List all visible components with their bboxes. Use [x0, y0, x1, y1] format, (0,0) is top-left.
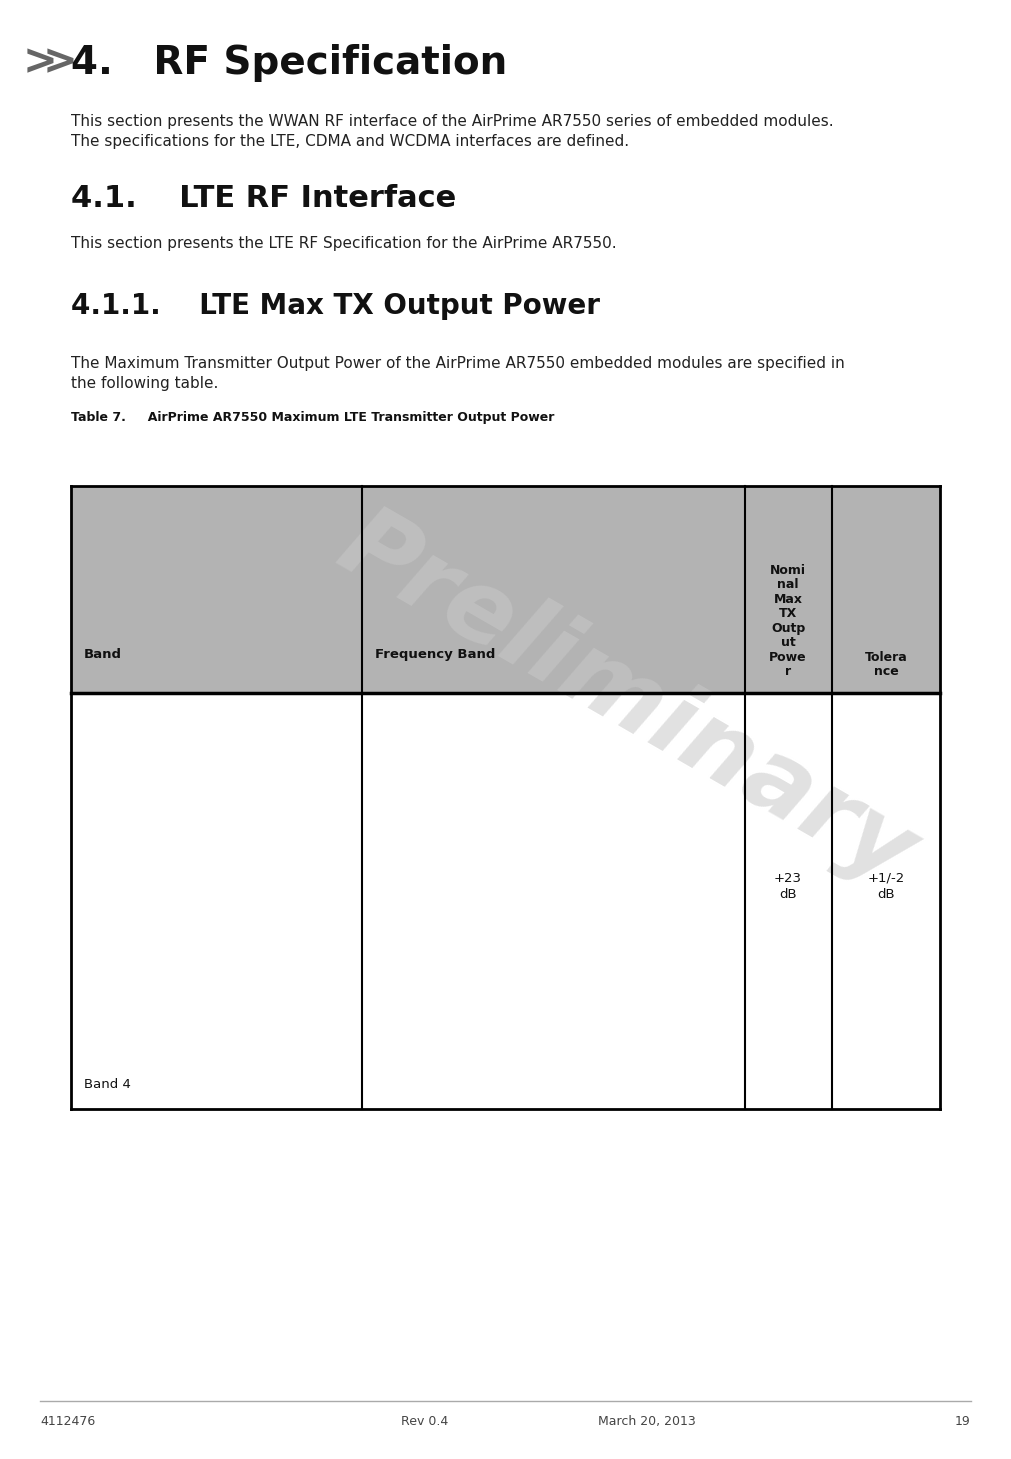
- Text: Nomi
nal
Max
TX
Outp
ut
Powe
r: Nomi nal Max TX Outp ut Powe r: [769, 565, 807, 678]
- Text: Frequency Band: Frequency Band: [375, 648, 495, 661]
- Text: The specifications for the LTE, CDMA and WCDMA interfaces are defined.: The specifications for the LTE, CDMA and…: [71, 134, 629, 149]
- Text: >: >: [22, 41, 57, 83]
- Bar: [71, 693, 940, 1109]
- Text: Band: Band: [84, 648, 122, 661]
- Text: 4.1.    LTE RF Interface: 4.1. LTE RF Interface: [71, 184, 456, 213]
- Text: 19: 19: [954, 1415, 971, 1428]
- Text: Tolera
nce: Tolera nce: [864, 651, 907, 678]
- Text: >: >: [42, 41, 77, 83]
- Text: This section presents the LTE RF Specification for the AirPrime AR7550.: This section presents the LTE RF Specifi…: [71, 236, 617, 251]
- Text: Preliminary: Preliminary: [321, 496, 932, 905]
- Text: Rev 0.4: Rev 0.4: [401, 1415, 448, 1428]
- Text: the following table.: the following table.: [71, 376, 218, 391]
- Text: March 20, 2013: March 20, 2013: [599, 1415, 696, 1428]
- Text: +1/-2
dB: +1/-2 dB: [867, 872, 905, 900]
- Text: 4112476: 4112476: [40, 1415, 96, 1428]
- Text: +23
dB: +23 dB: [774, 872, 802, 900]
- Text: This section presents the WWAN RF interface of the AirPrime AR7550 series of emb: This section presents the WWAN RF interf…: [71, 114, 833, 128]
- Text: 4.1.1.    LTE Max TX Output Power: 4.1.1. LTE Max TX Output Power: [71, 292, 600, 320]
- Text: Band 4: Band 4: [84, 1078, 130, 1091]
- Text: Table 7.     AirPrime AR7550 Maximum LTE Transmitter Output Power: Table 7. AirPrime AR7550 Maximum LTE Tra…: [71, 411, 554, 425]
- Bar: [71, 486, 940, 693]
- Text: 4.   RF Specification: 4. RF Specification: [71, 44, 508, 82]
- Text: The Maximum Transmitter Output Power of the AirPrime AR7550 embedded modules are: The Maximum Transmitter Output Power of …: [71, 356, 844, 371]
